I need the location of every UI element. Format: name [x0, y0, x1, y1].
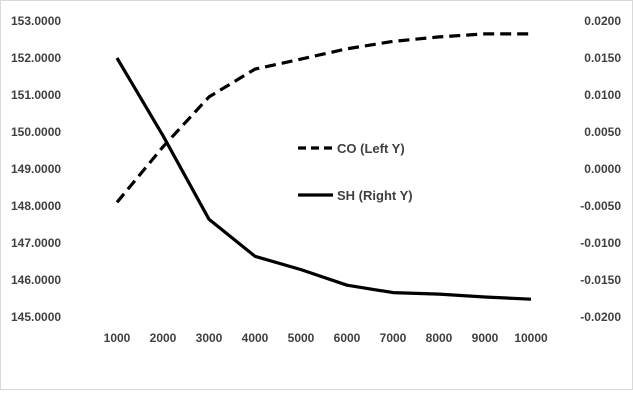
- x-tick-label: 8000: [426, 331, 453, 345]
- x-tick-label: 9000: [472, 331, 499, 345]
- sh-series-line: [115, 57, 532, 301]
- legend-label: CO (Left Y): [337, 141, 405, 156]
- right-y-tick-label: 0.0050: [584, 125, 621, 139]
- right-y-tick-label: 0.0100: [584, 88, 621, 102]
- left-y-tick-label: 147.0000: [11, 236, 61, 250]
- x-tick-label: 4000: [242, 331, 269, 345]
- left-y-tick-label: 145.0000: [11, 310, 61, 324]
- left-y-tick-label: 151.0000: [11, 88, 61, 102]
- left-y-tick-label: 153.0000: [11, 14, 61, 28]
- x-axis-ticks: 1000 2000 3000 4000 5000 6000 7000 8000 9000 1000…: [104, 331, 548, 345]
- right-y-tick-label: -0.0100: [580, 236, 621, 250]
- x-tick-label: 10000: [514, 331, 548, 345]
- series-lines: [115, 32, 532, 301]
- x-tick-label: 7000: [380, 331, 407, 345]
- x-tick-label: 6000: [334, 331, 361, 345]
- right-y-tick-label: -0.0150: [580, 273, 621, 287]
- left-y-tick-label: 148.0000: [11, 199, 61, 213]
- x-tick-label: 3000: [196, 331, 223, 345]
- left-y-tick-label: 149.0000: [11, 162, 61, 176]
- right-y-axis-ticks: -0.0200 -0.0150 -0.0100 -0.0050 0.0000 0.0050…: [580, 14, 621, 324]
- left-y-tick-label: 152.0000: [11, 51, 61, 65]
- right-y-tick-label: 0.0000: [584, 162, 621, 176]
- legend: CO (Left Y) SH (Right Y): [298, 141, 413, 203]
- co-series-line: [115, 32, 531, 204]
- left-y-tick-label: 146.0000: [11, 273, 61, 287]
- x-tick-label: 5000: [288, 331, 315, 345]
- right-y-tick-label: -0.0200: [580, 310, 621, 324]
- right-y-tick-label: -0.0050: [580, 199, 621, 213]
- right-y-tick-label: 0.0150: [584, 51, 621, 65]
- legend-label: SH (Right Y): [337, 188, 413, 203]
- x-tick-label: 1000: [104, 331, 131, 345]
- x-tick-label: 2000: [150, 331, 177, 345]
- left-y-axis-ticks: 145.0000 146.0000 147.0000 148.0000 149.0000…: [11, 14, 61, 324]
- left-y-tick-label: 150.0000: [11, 125, 61, 139]
- right-y-tick-label: 0.0200: [584, 14, 621, 28]
